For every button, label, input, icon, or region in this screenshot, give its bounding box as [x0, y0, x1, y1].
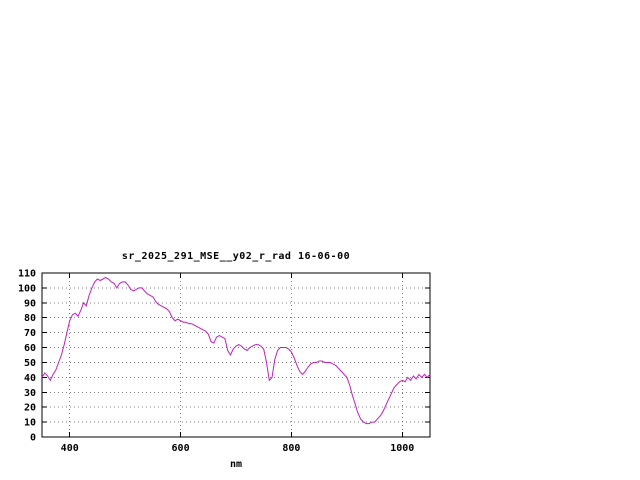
- x-tick-label: 800: [282, 443, 300, 454]
- y-tick-label: 0: [30, 433, 36, 444]
- y-tick-label: 80: [24, 313, 36, 324]
- x-axis-label: nm: [229, 459, 243, 470]
- plot-border: [41, 272, 431, 438]
- y-tick-label: 20: [24, 403, 36, 414]
- y-tick-label: 90: [24, 298, 36, 309]
- x-tick-label: 400: [61, 443, 79, 454]
- y-tick-label: 100: [18, 283, 36, 294]
- x-tick-label: 1000: [390, 443, 414, 454]
- y-tick-label: 70: [24, 328, 36, 339]
- y-tick-label: 50: [24, 358, 36, 369]
- y-tick-label: 40: [24, 373, 36, 384]
- x-tick-label: 600: [172, 443, 190, 454]
- spectral-curve: [41, 276, 431, 425]
- chart-title: sr_2025_291_MSE__y02_r_rad 16-06-00: [121, 251, 351, 262]
- y-tick-label: 110: [18, 269, 36, 280]
- y-tick-label: 30: [24, 388, 36, 399]
- y-tick-label: 60: [24, 343, 36, 354]
- y-tick-label: 10: [24, 418, 36, 429]
